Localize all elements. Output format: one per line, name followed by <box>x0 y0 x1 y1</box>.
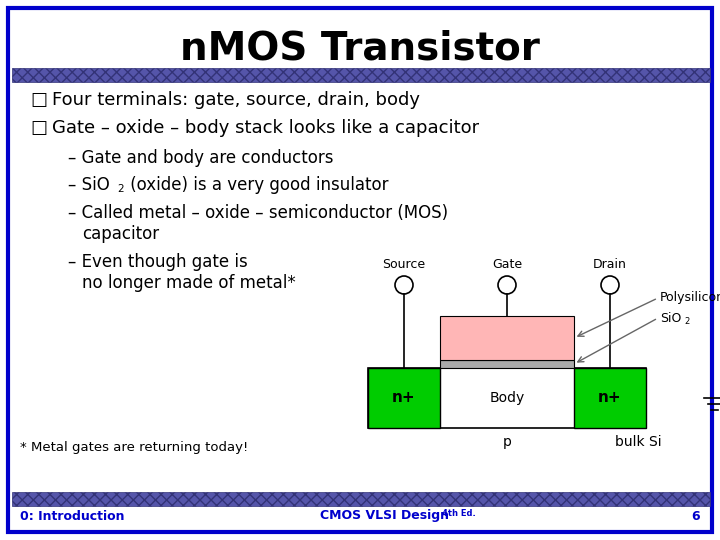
Bar <box>368 368 440 428</box>
Text: □: □ <box>30 91 47 109</box>
Text: capacitor: capacitor <box>82 225 159 243</box>
Text: – Gate and body are conductors: – Gate and body are conductors <box>68 149 333 167</box>
Text: Source: Source <box>382 258 426 271</box>
Text: SiO: SiO <box>660 312 681 325</box>
Text: p: p <box>503 435 511 449</box>
Text: Polysilicon: Polysilicon <box>660 292 720 305</box>
Text: * Metal gates are returning today!: * Metal gates are returning today! <box>20 442 248 455</box>
Text: (oxide) is a very good insulator: (oxide) is a very good insulator <box>125 176 388 194</box>
Text: □: □ <box>30 119 47 137</box>
Bar <box>12 68 710 82</box>
Text: – Called metal – oxide – semiconductor (MOS): – Called metal – oxide – semiconductor (… <box>68 204 448 222</box>
Text: Four terminals: gate, source, drain, body: Four terminals: gate, source, drain, bod… <box>52 91 420 109</box>
Text: n+: n+ <box>598 390 622 406</box>
Text: no longer made of metal*: no longer made of metal* <box>82 274 296 292</box>
Text: n+: n+ <box>392 390 416 406</box>
Text: CMOS VLSI Design: CMOS VLSI Design <box>320 510 449 523</box>
Text: 0: Introduction: 0: Introduction <box>20 510 125 523</box>
Text: 6: 6 <box>691 510 700 523</box>
Text: bulk Si: bulk Si <box>615 435 661 449</box>
Text: Body: Body <box>490 391 525 405</box>
Circle shape <box>601 276 619 294</box>
Text: nMOS Transistor: nMOS Transistor <box>180 29 540 67</box>
Text: Drain: Drain <box>593 258 627 271</box>
Text: – SiO: – SiO <box>68 176 109 194</box>
Bar <box>440 360 574 368</box>
Bar <box>574 368 646 428</box>
Text: Gate – oxide – body stack looks like a capacitor: Gate – oxide – body stack looks like a c… <box>52 119 479 137</box>
Bar <box>440 316 574 360</box>
Text: 4th Ed.: 4th Ed. <box>442 509 476 517</box>
Bar <box>12 492 710 506</box>
Circle shape <box>395 276 413 294</box>
Circle shape <box>498 276 516 294</box>
Text: 2: 2 <box>684 318 689 327</box>
Text: Gate: Gate <box>492 258 522 271</box>
Text: 2: 2 <box>117 184 123 194</box>
Text: – Even though gate is: – Even though gate is <box>68 253 248 271</box>
Bar <box>368 368 646 428</box>
